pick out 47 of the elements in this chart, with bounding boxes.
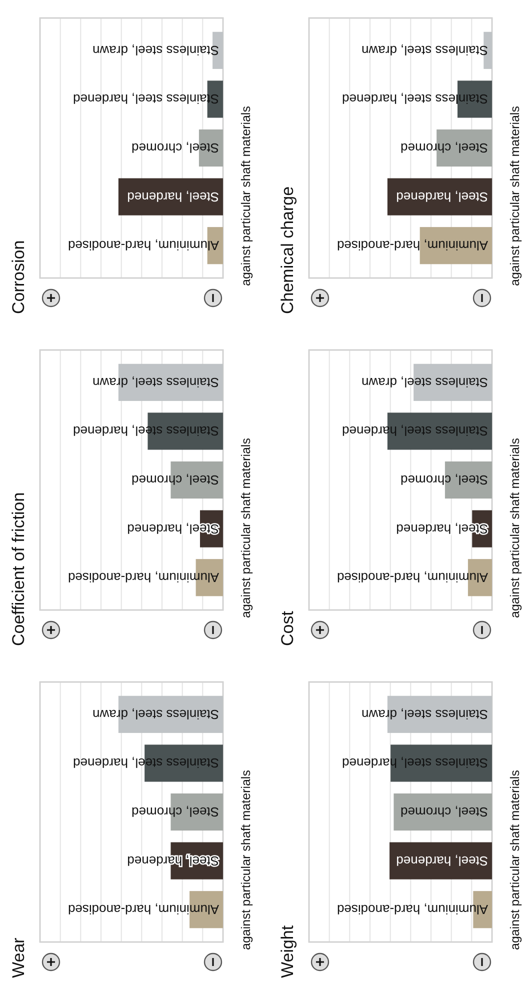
y-tick-label: Steel, hardened (396, 853, 488, 868)
text: against particular shaft materials (508, 438, 522, 618)
y-tick-label: Stainless steel, drawn (92, 706, 219, 722)
y-tick-label: Aluminium, hard-anodised (68, 238, 219, 254)
y-tick-label: Stainless steel, hardened (73, 424, 219, 439)
y-tick-label: Steel, chromed (132, 472, 219, 488)
text: Cost (278, 610, 297, 646)
text: Weight (278, 925, 297, 978)
y-tick-label: Steel, hardened (127, 189, 219, 204)
y-tick-label: Steel, chromed (400, 140, 488, 156)
y-tick-label: Stainless steel, drawn (92, 374, 219, 390)
bar (390, 842, 492, 880)
text: against particular shaft materials (239, 106, 253, 286)
y-tick-label: Stainless steel, drawn (362, 374, 488, 390)
y-tick-label: Stainless steel, hardened (342, 424, 488, 439)
y-tick-label: Steel, chromed (132, 804, 219, 820)
y-tick-label: Steel, hardened (127, 521, 219, 536)
y-tick-label: Aluminium, hard-anodised (68, 902, 219, 918)
y-tick-label: Stainless steel, drawn (92, 42, 219, 58)
y-tick-label: Aluminium, hard-anodised (68, 570, 219, 586)
bar (118, 178, 223, 216)
text: Chemical charge (278, 186, 297, 314)
bar (387, 178, 492, 216)
y-tick-label: Stainless steel, drawn (362, 706, 488, 722)
y-tick-label: Aluminium, hard-anodised (336, 570, 488, 586)
y-tick-label: Steel, hardened (396, 189, 488, 204)
text: against particular shaft materials (508, 106, 522, 286)
y-tick-label: Steel, chromed (132, 140, 219, 156)
y-tick-label: Aluminium, hard-anodised (336, 238, 488, 254)
y-tick-label: Steel, hardened (396, 521, 488, 536)
text: against particular shaft materials (239, 770, 253, 950)
y-tick-label: Steel, chromed (400, 804, 488, 820)
y-tick-label: Stainless steel, hardened (73, 756, 219, 771)
text: Coefficient of friction (9, 492, 28, 646)
bar (420, 227, 492, 264)
y-tick-label: Steel, hardened (127, 853, 219, 868)
y-tick-label: Stainless steel, hardened (73, 92, 219, 107)
bar (394, 793, 492, 831)
text: against particular shaft materials (239, 438, 253, 618)
text: Corrosion (9, 240, 28, 314)
y-tick-label: Stainless steel, hardened (342, 756, 488, 771)
y-tick-label: Aluminium, hard-anodised (336, 902, 488, 918)
y-tick-label: Stainless steel, hardened (342, 92, 488, 107)
y-tick-label: Steel, chromed (400, 472, 488, 488)
text: Wear (9, 937, 28, 978)
y-tick-label: Stainless steel, drawn (362, 42, 488, 58)
text: against particular shaft materials (508, 770, 522, 950)
